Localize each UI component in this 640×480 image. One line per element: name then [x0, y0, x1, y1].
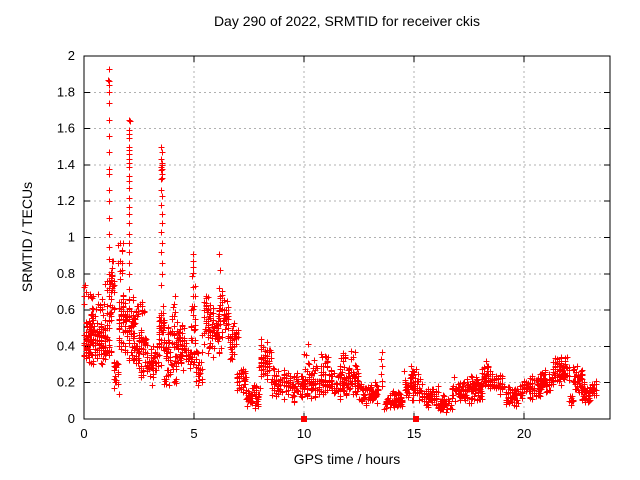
- data-point-markers: [81, 66, 600, 416]
- grid-lines: [84, 56, 610, 419]
- y-tick-labels: 0 0.2 0.4 0.6 0.8 1 1.2 1.4 1.6 1.8 2: [57, 48, 75, 426]
- x-tick-labels: 0 5 10 15 20: [80, 426, 531, 441]
- x-tick-label: 10: [297, 426, 311, 441]
- y-tick-label: 0.6: [57, 302, 75, 317]
- y-tick-label: 2: [68, 48, 75, 63]
- y-tick-label: 1.2: [57, 193, 75, 208]
- y-tick-label: 0.4: [57, 338, 75, 353]
- y-tick-label: 0.2: [57, 375, 75, 390]
- x-tick-label: 0: [80, 426, 87, 441]
- zero-markers: [301, 416, 419, 422]
- plot-border: [83, 55, 611, 420]
- y-tick-label: 1: [68, 230, 75, 245]
- y-tick-label: 1.4: [57, 157, 75, 172]
- chart-title: Day 290 of 2022, SRMTID for receiver cki…: [213, 13, 481, 29]
- x-tick-label: 15: [407, 426, 421, 441]
- x-axis-title: GPS time / hours: [293, 451, 401, 467]
- y-tick-label: 0.8: [57, 266, 75, 281]
- x-tick-label: 5: [190, 426, 197, 441]
- scatter-points: [81, 66, 600, 416]
- y-tick-label: 1.8: [57, 84, 75, 99]
- y-tick-label: 1.6: [57, 121, 75, 136]
- zero-value-marker: [301, 416, 307, 422]
- zero-value-marker: [413, 416, 419, 422]
- tick-marks: [83, 55, 610, 420]
- x-tick-label: 20: [517, 426, 531, 441]
- y-tick-label: 0: [68, 411, 75, 426]
